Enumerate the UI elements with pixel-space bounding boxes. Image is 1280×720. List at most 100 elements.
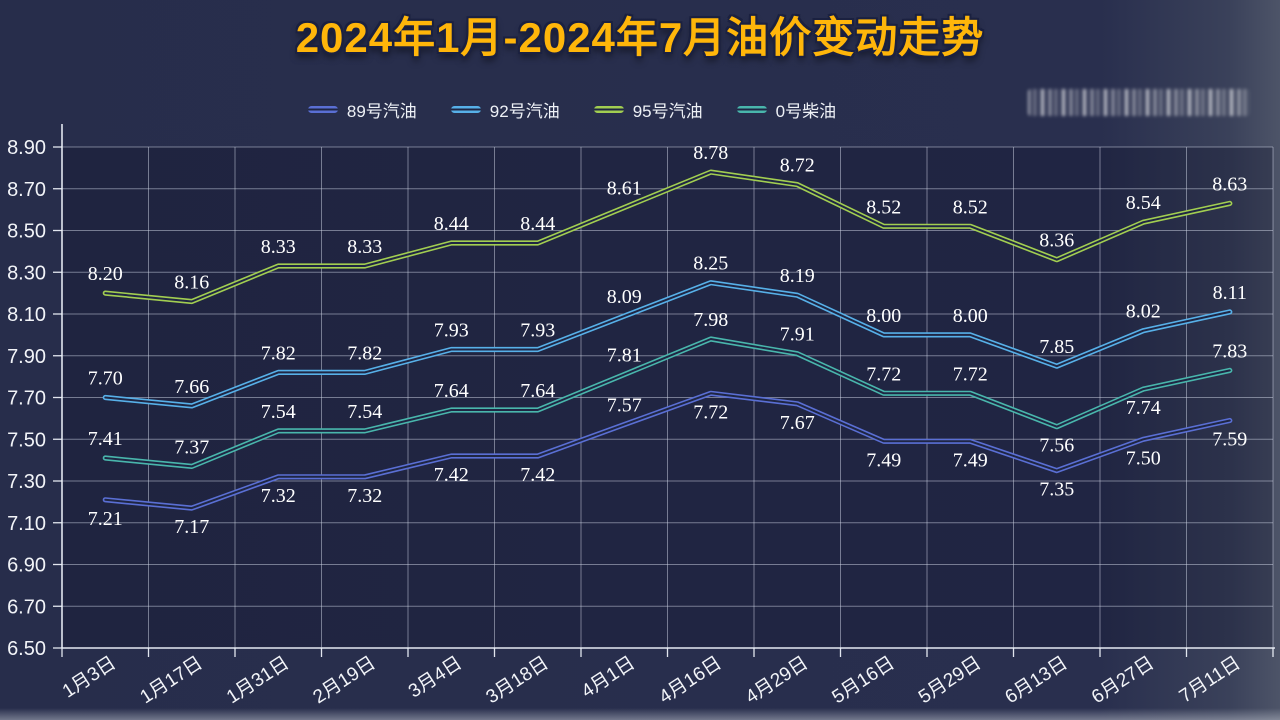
x-tick-label: 6月27日: [1088, 653, 1158, 709]
legend-item-2[interactable]: 95号汽油: [593, 97, 703, 122]
data-label: 7.82: [261, 342, 296, 364]
data-label: 8.52: [953, 196, 988, 218]
data-label: 7.64: [520, 380, 555, 402]
x-tick-label: 4月16日: [656, 653, 726, 709]
data-label: 7.54: [347, 401, 382, 423]
data-label: 8.00: [953, 305, 988, 327]
series-2: [102, 169, 1233, 305]
data-label: 7.41: [88, 428, 123, 450]
legend-line-icon: [593, 106, 624, 113]
data-label: 8.33: [347, 236, 382, 258]
x-tick-label: 3月18日: [483, 653, 553, 709]
data-label: 7.49: [866, 449, 901, 471]
data-label: 8.16: [174, 271, 209, 293]
data-label: 8.02: [1126, 301, 1161, 323]
data-label: 7.35: [1039, 479, 1074, 501]
x-tick-label: 2月19日: [310, 653, 380, 709]
data-label: 7.17: [174, 516, 209, 538]
y-tick-label: 6.50: [7, 638, 46, 660]
data-label: 8.00: [866, 305, 901, 327]
data-label: 7.32: [261, 485, 296, 507]
series-line-core: [104, 171, 1231, 303]
data-label: 7.56: [1039, 435, 1074, 457]
legend-label: 95号汽油: [632, 102, 703, 121]
x-tick-label: 7月11日: [1176, 653, 1245, 708]
data-label: 8.11: [1213, 282, 1247, 304]
series-0-labels: 7.21 7.17 7.32 7.32 7.42 7.42 7.57 7.72 7.67 7.49…: [88, 395, 1248, 539]
y-tick-label: 8.90: [7, 137, 46, 159]
data-label: 7.67: [780, 412, 815, 434]
x-tick-label: 5月16日: [829, 653, 899, 709]
y-axis-labels: 6.50 6.70 6.90 7.10 7.30 7.50 7.70 7.90 8.10 8.30…: [7, 137, 46, 660]
data-label: 7.82: [347, 342, 382, 364]
data-label: 7.21: [88, 508, 123, 530]
legend-line-icon: [450, 106, 481, 113]
series-line-core: [104, 392, 1231, 510]
data-label: 7.83: [1212, 340, 1247, 362]
y-tick-label: 8.70: [7, 179, 46, 201]
y-tick-label: 6.70: [7, 596, 46, 618]
legend-item-0[interactable]: 89号汽油: [307, 97, 417, 122]
legend-line-icon: [736, 106, 767, 113]
x-tick-label: 5月29日: [915, 653, 985, 709]
y-tick-label: 7.30: [7, 471, 46, 493]
data-label: 7.93: [434, 319, 469, 341]
x-tick-label: 4月29日: [742, 653, 812, 709]
data-label: 7.72: [866, 363, 901, 385]
data-label: 7.59: [1212, 428, 1247, 450]
data-label: 7.54: [261, 401, 296, 423]
data-label: 8.44: [520, 213, 555, 235]
series-0: [102, 390, 1233, 511]
x-tick-label: 3月4日: [405, 653, 466, 703]
data-label: 7.37: [174, 436, 209, 458]
y-tick-label: 7.70: [7, 388, 46, 410]
data-label: 7.66: [174, 376, 209, 398]
y-tick-label: 6.90: [7, 555, 46, 577]
legend-line-icon: [307, 106, 338, 113]
data-label: 8.52: [866, 196, 901, 218]
series-3-labels: 7.41 7.37 7.54 7.54 7.64 7.64 7.81 7.98 7.91 7.72…: [88, 309, 1248, 458]
data-label: 8.54: [1126, 192, 1161, 214]
data-label: 7.57: [607, 395, 642, 417]
data-label: 8.63: [1212, 173, 1247, 195]
data-label: 7.93: [520, 319, 555, 341]
data-label: 7.32: [347, 485, 382, 507]
y-tick-label: 8.10: [7, 304, 46, 326]
data-label: 7.72: [953, 363, 988, 385]
data-label: 7.42: [434, 464, 469, 486]
data-label: 7.64: [434, 380, 469, 402]
y-tick-label: 7.90: [7, 346, 46, 368]
data-label: 8.20: [88, 263, 123, 285]
axes: [53, 124, 1275, 657]
y-tick-label: 7.50: [7, 429, 46, 451]
data-label: 7.91: [780, 324, 815, 346]
data-label: 8.61: [607, 178, 642, 200]
data-label: 8.19: [780, 265, 815, 287]
data-label: 8.25: [693, 253, 728, 275]
y-tick-label: 7.10: [7, 513, 46, 535]
data-label: 8.78: [693, 142, 728, 164]
legend-item-3[interactable]: 0号柴油: [736, 97, 836, 122]
legend: 89号汽油 92号汽油 95号汽油 0号柴油: [0, 97, 1212, 122]
legend-item-1[interactable]: 92号汽油: [450, 97, 560, 122]
x-tick-label: 4月1日: [578, 653, 639, 703]
data-label: 7.85: [1039, 336, 1074, 358]
y-tick-label: 8.30: [7, 262, 46, 284]
y-tick-label: 8.50: [7, 221, 46, 243]
series-1-labels: 7.70 7.66 7.82 7.82 7.93 7.93 8.09 8.25 8.19 8.00…: [88, 253, 1247, 398]
series-1: [102, 280, 1233, 409]
data-label: 7.70: [88, 368, 123, 390]
data-label: 8.09: [607, 286, 642, 308]
data-label: 8.33: [261, 236, 296, 258]
legend-label: 89号汽油: [346, 102, 417, 121]
series-3: [102, 336, 1233, 469]
x-tick-label: 1月17日: [137, 653, 207, 709]
data-label: 7.74: [1126, 397, 1161, 419]
data-label: 7.81: [607, 345, 642, 367]
data-label: 7.50: [1126, 447, 1161, 469]
data-label: 8.36: [1039, 230, 1074, 252]
data-label: 8.44: [434, 213, 469, 235]
series-2-labels: 8.20 8.16 8.33 8.33 8.44 8.44 8.61 8.78 8.72 8.52…: [88, 142, 1248, 293]
x-axis-labels: 1月3日 1月17日 1月31日 2月19日 3月4日 3月18日 4月1日 4月16日 4月2…: [59, 653, 1245, 709]
